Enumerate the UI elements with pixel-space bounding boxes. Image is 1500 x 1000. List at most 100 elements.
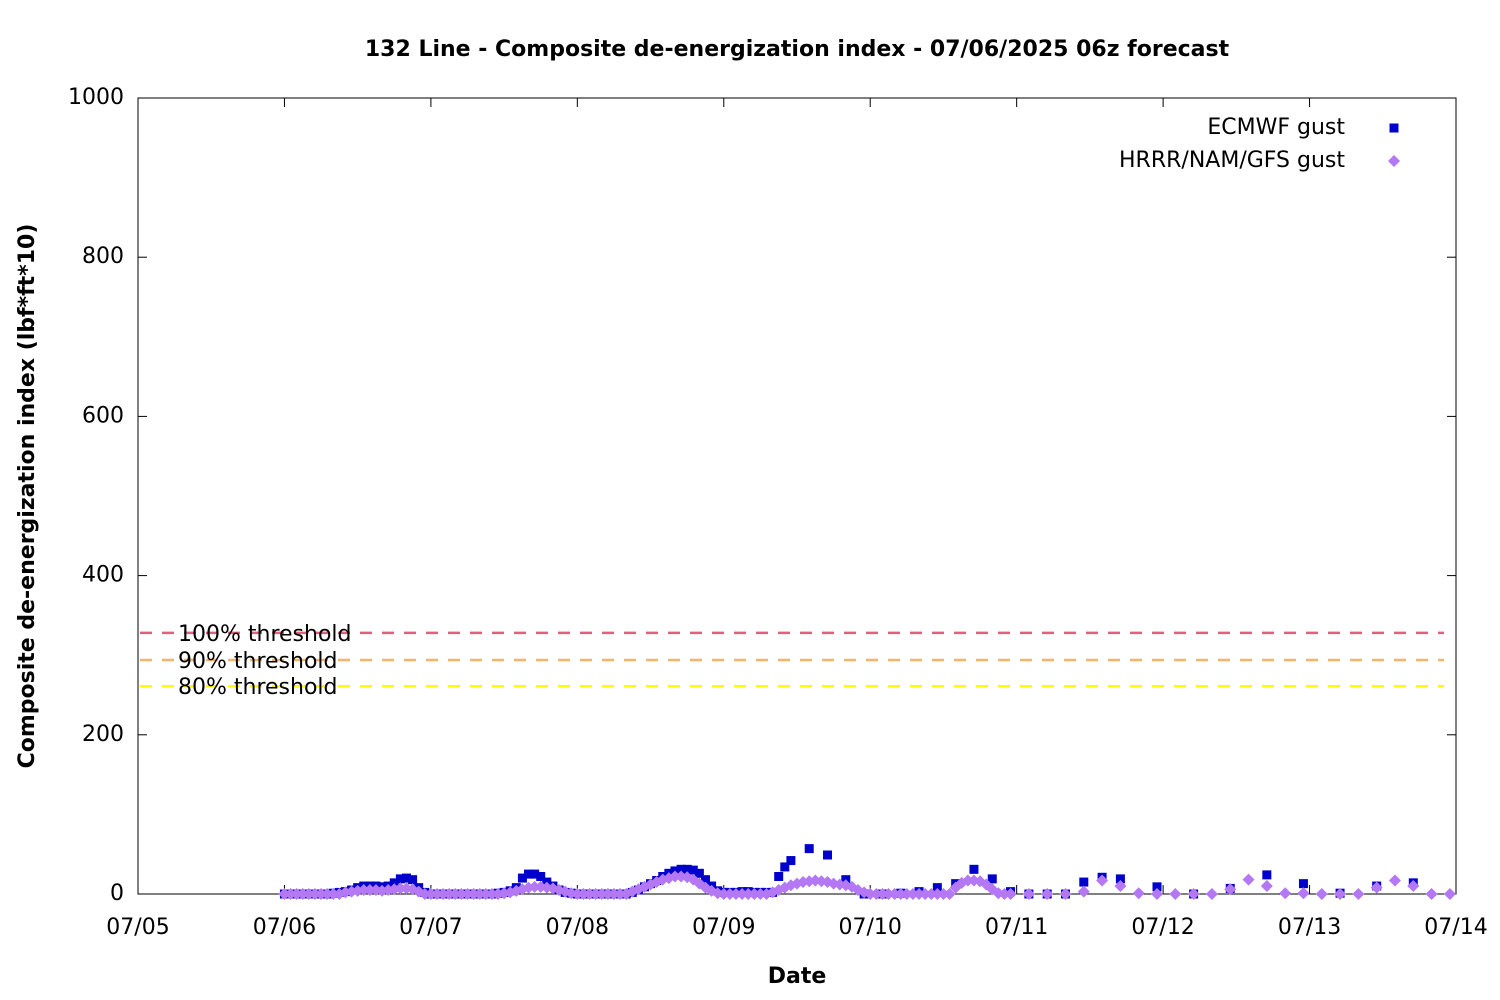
data-point <box>589 888 602 900</box>
legend-label: ECMWF gust <box>1207 115 1345 140</box>
data-point <box>517 873 527 883</box>
y-tick-label: 0 <box>110 881 124 906</box>
x-tick-label: 07/06 <box>253 915 316 940</box>
x-tick-label: 07/10 <box>839 915 902 940</box>
data-point <box>900 888 913 900</box>
data-point <box>668 870 681 883</box>
data-point <box>1224 883 1237 896</box>
data-point <box>363 884 376 897</box>
data-point <box>595 888 608 900</box>
data-point <box>1443 888 1456 900</box>
data-point <box>1059 888 1072 900</box>
data-point <box>688 865 698 875</box>
data-point <box>315 888 328 900</box>
data-point <box>1152 882 1162 892</box>
data-point <box>1298 879 1308 889</box>
data-point <box>700 875 710 885</box>
data-point <box>1151 888 1164 900</box>
data-point <box>876 888 889 900</box>
data-point <box>327 888 340 900</box>
data-point <box>461 888 474 900</box>
data-point <box>1079 877 1089 887</box>
data-point <box>742 888 755 900</box>
data-point <box>943 888 956 900</box>
data-point <box>467 888 480 900</box>
data-point <box>321 888 334 900</box>
data-point <box>308 888 321 900</box>
data-point <box>1352 888 1365 900</box>
data-point <box>932 883 942 893</box>
x-tick-label: 07/07 <box>399 915 462 940</box>
data-point <box>1425 888 1438 900</box>
data-point <box>394 882 407 895</box>
data-point <box>780 862 790 872</box>
data-point <box>607 888 620 900</box>
x-axis-label: Date <box>768 964 827 989</box>
data-point <box>571 888 584 900</box>
x-tick-label: 07/13 <box>1278 915 1341 940</box>
legend-marker <box>1389 123 1399 133</box>
data-point <box>1114 880 1127 893</box>
data-point <box>577 888 590 900</box>
data-point <box>449 888 462 900</box>
data-point <box>676 864 686 874</box>
data-point <box>1407 880 1420 893</box>
legend-marker <box>1388 155 1400 167</box>
data-point <box>296 888 309 900</box>
data-point <box>937 888 950 900</box>
legend-label: HRRR/NAM/GFS gust <box>1119 148 1345 173</box>
data-point <box>1115 874 1125 884</box>
data-point <box>1077 885 1090 898</box>
data-point <box>530 869 540 879</box>
data-point <box>357 884 370 897</box>
data-point <box>804 844 814 854</box>
data-point <box>443 888 456 900</box>
data-point <box>424 888 437 900</box>
data-point <box>528 880 541 893</box>
data-point <box>1262 870 1272 880</box>
data-point <box>1388 874 1401 887</box>
data-point <box>864 888 877 900</box>
data-point <box>455 888 468 900</box>
data-point <box>1370 881 1383 894</box>
y-axis-label: Composite de-energization index (lbf*ft*… <box>15 224 40 769</box>
data-point <box>437 888 450 900</box>
data-point <box>1297 887 1310 900</box>
data-point <box>1022 888 1035 900</box>
data-point <box>614 888 627 900</box>
data-point <box>919 888 932 900</box>
data-point <box>888 888 901 900</box>
data-point <box>870 888 883 900</box>
data-point <box>485 888 498 900</box>
data-point <box>1041 888 1054 900</box>
data-point <box>894 888 907 900</box>
data-point <box>1132 887 1145 900</box>
data-point <box>408 875 418 885</box>
data-point <box>925 888 938 900</box>
data-point <box>524 869 534 879</box>
data-point <box>278 888 291 900</box>
data-point <box>284 888 297 900</box>
data-point <box>748 888 761 900</box>
data-point <box>913 888 926 900</box>
data-point <box>536 871 546 881</box>
data-point <box>786 856 796 866</box>
x-tick-label: 07/05 <box>106 915 169 940</box>
x-tick-label: 07/08 <box>546 915 609 940</box>
data-point <box>961 874 974 887</box>
data-point <box>1205 888 1218 900</box>
data-point <box>1187 888 1200 900</box>
data-point <box>473 888 486 900</box>
data-point <box>717 888 730 900</box>
data-point <box>1315 888 1328 900</box>
data-point <box>931 888 944 900</box>
data-point <box>1242 873 1255 886</box>
data-point <box>1096 874 1109 887</box>
data-point <box>601 888 614 900</box>
data-point <box>401 873 411 883</box>
y-tick-label: 800 <box>82 244 124 269</box>
y-tick-label: 400 <box>82 563 124 588</box>
y-tick-label: 600 <box>82 403 124 428</box>
data-point <box>906 888 919 900</box>
data-point <box>389 878 399 888</box>
